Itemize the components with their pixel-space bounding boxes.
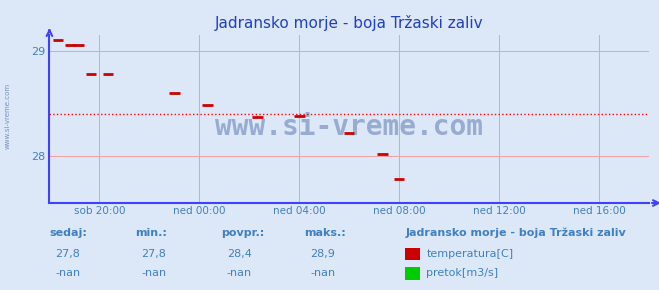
Text: maks.:: maks.: (304, 228, 346, 238)
Text: Jadransko morje - boja Tržaski zaliv: Jadransko morje - boja Tržaski zaliv (405, 228, 626, 238)
Text: www.si-vreme.com: www.si-vreme.com (215, 113, 483, 141)
Text: 27,8: 27,8 (55, 249, 80, 259)
Text: 27,8: 27,8 (141, 249, 166, 259)
Text: min.:: min.: (135, 228, 167, 238)
Text: -nan: -nan (141, 268, 166, 278)
Text: povpr.:: povpr.: (221, 228, 264, 238)
Text: -nan: -nan (227, 268, 252, 278)
Text: sedaj:: sedaj: (49, 228, 87, 238)
Text: 28,4: 28,4 (227, 249, 252, 259)
Text: -nan: -nan (310, 268, 335, 278)
Title: Jadransko morje - boja Tržaski zaliv: Jadransko morje - boja Tržaski zaliv (215, 15, 484, 31)
Text: www.si-vreme.com: www.si-vreme.com (4, 83, 11, 149)
Text: -nan: -nan (55, 268, 80, 278)
Text: 28,9: 28,9 (310, 249, 335, 259)
Text: temperatura[C]: temperatura[C] (426, 249, 513, 259)
Text: pretok[m3/s]: pretok[m3/s] (426, 268, 498, 278)
